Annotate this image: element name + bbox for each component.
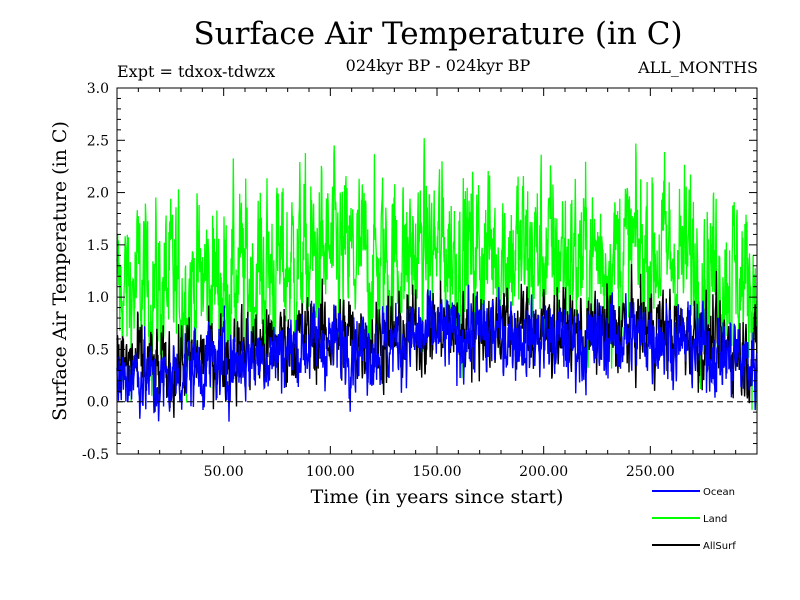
series-layer xyxy=(116,138,758,422)
y-axis-title: Surface Air Temperature (in C) xyxy=(49,121,71,421)
y-tick-label: 2.5 xyxy=(87,133,109,149)
y-tick-label: 1.5 xyxy=(87,238,109,254)
y-tick-label: 0.5 xyxy=(87,342,109,358)
x-tick-label: 100.00 xyxy=(306,464,355,480)
axis-ticks: 50.00 100.00 150.00 200.00 250.00 -0.5 0.0 0.5 1… xyxy=(82,81,757,480)
x-tick-label: 150.00 xyxy=(413,464,462,480)
x-axis-title: Time (in years since start) xyxy=(311,486,564,508)
legend-label-ocean: Ocean xyxy=(703,487,735,498)
y-tick-label: 0.0 xyxy=(87,395,109,411)
y-tick-label: 1.0 xyxy=(87,290,109,306)
months-label: ALL_MONTHS xyxy=(638,58,758,77)
chart-title: Surface Air Temperature (in C) xyxy=(193,16,683,52)
legend: Ocean Land AllSurf xyxy=(652,487,736,552)
x-tick-label: 250.00 xyxy=(626,464,675,480)
experiment-label: Expt = tdxox-tdwzx xyxy=(117,62,276,81)
series-line-land xyxy=(116,138,758,410)
x-tick-label: 50.00 xyxy=(204,464,244,480)
chart-subtitle: 024kyr BP - 024kyr BP xyxy=(345,56,531,75)
x-tick-label: 200.00 xyxy=(519,464,568,480)
legend-label-allsurf: AllSurf xyxy=(703,541,736,552)
legend-label-land: Land xyxy=(703,514,727,525)
y-tick-label: -0.5 xyxy=(82,447,109,463)
y-tick-label: 3.0 xyxy=(87,81,109,97)
y-tick-label: 2.0 xyxy=(87,186,109,202)
series-line-ocean xyxy=(116,284,758,422)
